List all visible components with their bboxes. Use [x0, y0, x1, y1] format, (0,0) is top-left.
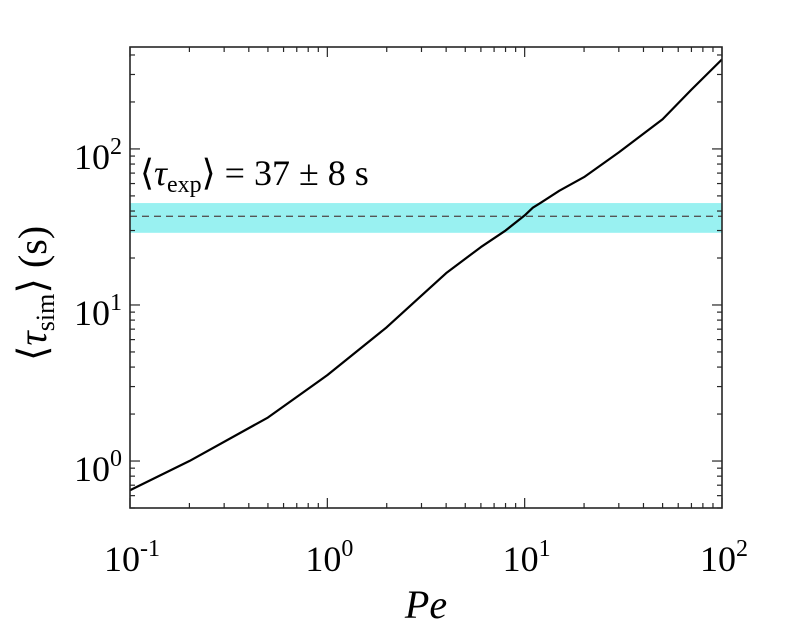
plot-area	[130, 58, 722, 492]
y-tick-exponent: 1	[110, 290, 122, 316]
y-tick-label: 102	[74, 134, 122, 177]
x-tick-base: 10	[700, 539, 736, 579]
x-axis-label: Pe	[404, 582, 447, 627]
x-tick-exponent: 1	[539, 536, 551, 562]
y-tick-label: 100	[74, 446, 122, 489]
y-tick-base: 10	[74, 293, 110, 333]
x-tick-label: 101	[503, 536, 551, 579]
series-line-0	[130, 58, 722, 492]
uncertainty-band	[130, 203, 722, 233]
x-tick-exponent: -1	[140, 536, 160, 562]
y-tick-base: 10	[74, 449, 110, 489]
x-tick-base: 10	[305, 539, 341, 579]
band-annotation-label: ⟨τexp⟩ = 37 ± 8 s	[140, 153, 369, 198]
y-tick-base: 10	[74, 137, 110, 177]
y-tick-exponent: 0	[110, 446, 122, 472]
y-tick-exponent: 2	[110, 134, 122, 160]
x-tick-exponent: 2	[736, 536, 748, 562]
x-tick-base: 10	[104, 539, 140, 579]
y-axis-label: ⟨τsim⟩ (s)	[10, 226, 60, 361]
x-tick-label: 10-1	[104, 536, 160, 579]
x-tick-label: 102	[700, 536, 748, 579]
y-tick-label: 101	[74, 290, 122, 333]
x-tick-label: 100	[305, 536, 353, 579]
plot-content	[130, 58, 722, 492]
axes-frame	[129, 46, 723, 509]
x-tick-base: 10	[503, 539, 539, 579]
x-tick-exponent: 0	[341, 536, 353, 562]
